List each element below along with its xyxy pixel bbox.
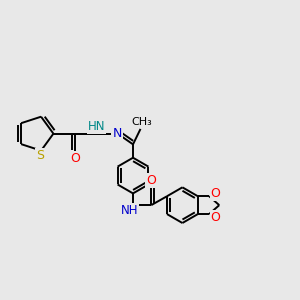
- Text: CH₃: CH₃: [132, 117, 152, 128]
- Text: O: O: [146, 174, 156, 187]
- Text: HN: HN: [88, 120, 105, 133]
- Text: O: O: [211, 211, 220, 224]
- Text: N: N: [112, 127, 122, 140]
- Text: O: O: [70, 152, 80, 165]
- Text: NH: NH: [121, 204, 138, 217]
- Text: S: S: [37, 149, 44, 163]
- Text: O: O: [211, 187, 220, 200]
